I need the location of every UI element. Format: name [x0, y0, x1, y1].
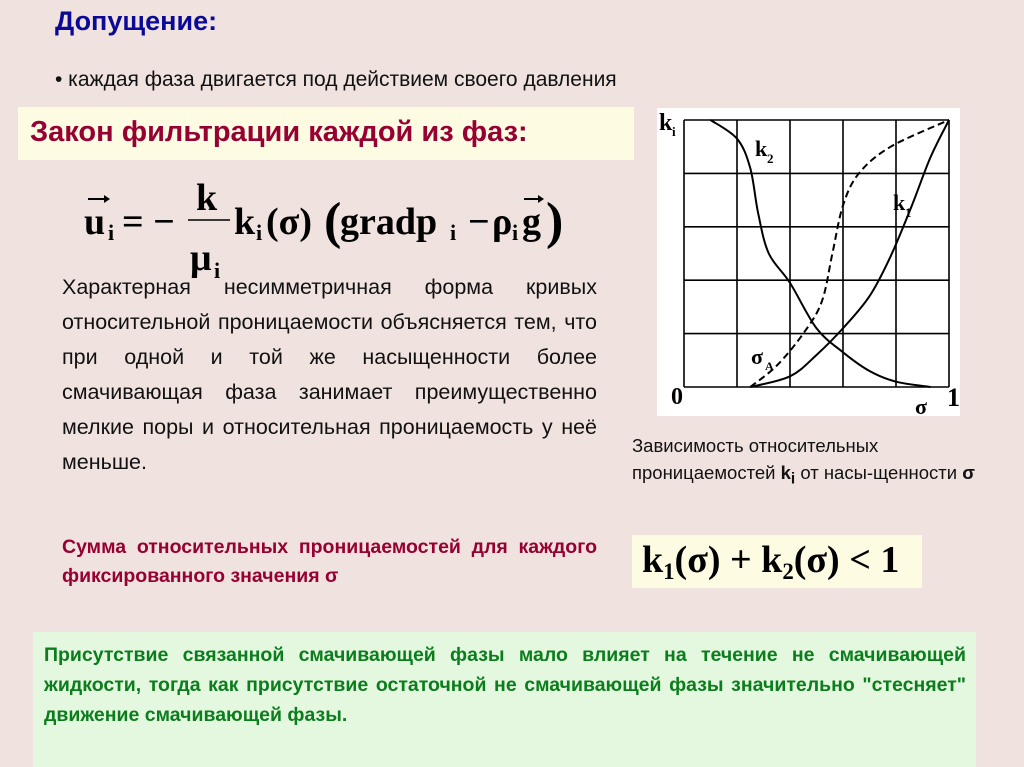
- formula-denominator-sub: i: [214, 258, 220, 282]
- x-end-label: 1: [947, 383, 960, 412]
- assumption-bullet: • каждая фаза двигается под действием св…: [55, 68, 617, 91]
- curve-k1-label-sub: 1: [905, 205, 912, 220]
- origin-label: 0: [671, 384, 683, 410]
- curve-k1-label: k: [893, 190, 906, 215]
- figure-caption: Зависимость относительных проницаемостей…: [632, 432, 982, 493]
- x-axis-label: σ: [915, 394, 927, 416]
- curve-dashed: [749, 119, 950, 388]
- formula-rho-sub: i: [512, 220, 518, 245]
- slide-title: Допущение:: [55, 6, 218, 36]
- formula-denominator: μ: [190, 237, 212, 279]
- y-axis-label-sub: i: [672, 124, 676, 139]
- y-axis-label: k: [659, 110, 673, 136]
- sigma-a-label-sub: A: [765, 359, 774, 373]
- caption-sigma: σ: [962, 462, 975, 483]
- note-text: Присутствие связанной смачивающей фазы м…: [44, 644, 966, 726]
- curve-k2: [709, 119, 931, 388]
- inequality-formula: k1(σ) + k2(σ) < 1: [642, 538, 899, 585]
- note-box: [33, 632, 976, 767]
- formula-arg: (σ): [266, 201, 312, 243]
- ineq-k1-sub: 1: [663, 558, 675, 584]
- ineq-k1: k: [642, 539, 664, 581]
- curve-k2-label-sub: 2: [767, 151, 774, 166]
- law-heading-box: [18, 107, 634, 160]
- filtration-formula: u i = − k μ i k i (σ) ( gradp i − ρ i g …: [84, 177, 563, 282]
- inequality-box: [632, 535, 922, 588]
- ineq-end: (σ) < 1: [793, 539, 900, 581]
- formula-u: u: [84, 201, 105, 243]
- caption-k-sub: i: [790, 470, 796, 488]
- formula-k-sub: i: [256, 220, 262, 245]
- curve-k1: [749, 119, 950, 388]
- sum-statement: Сумма относительных проницаемостей для к…: [62, 536, 597, 587]
- formula-g: g: [522, 201, 541, 243]
- caption-text: Зависимость относительных проницаемостей: [632, 435, 879, 483]
- ineq-k2-sub: 2: [782, 558, 794, 584]
- formula-grad-sub: i: [450, 220, 456, 245]
- formula-numerator: k: [196, 177, 218, 219]
- explanation-paragraph: Характерная несимметричная форма кривых …: [62, 275, 597, 474]
- curve-k2-label: k: [755, 136, 768, 161]
- permeability-chart: k i 0 1 σ k 2 k 1 σ A: [659, 110, 960, 419]
- formula-equals: = −: [122, 201, 175, 243]
- permeability-figure: k i 0 1 σ k 2 k 1 σ A: [657, 108, 960, 419]
- formula-minus: −: [468, 201, 490, 243]
- formula-paren-open: (: [324, 193, 341, 250]
- formula-k: k: [234, 201, 256, 243]
- formula-grad: gradp: [340, 201, 437, 243]
- caption-k: k: [780, 462, 791, 483]
- sigma-a-label: σ: [751, 344, 763, 369]
- formula-u-sub: i: [108, 220, 114, 245]
- law-heading: Закон фильтрации каждой из фаз:: [30, 116, 528, 148]
- caption-text-2: от насы-щенности: [795, 462, 963, 483]
- formula-paren-close: ): [546, 193, 563, 250]
- ineq-mid: (σ) + k: [674, 539, 783, 581]
- formula-rho: ρ: [492, 201, 512, 243]
